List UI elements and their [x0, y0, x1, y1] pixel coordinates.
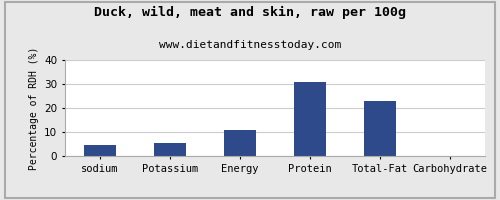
Bar: [364, 101, 396, 156]
Bar: [84, 145, 116, 156]
Bar: [154, 143, 186, 156]
Bar: [224, 130, 256, 156]
Text: Duck, wild, meat and skin, raw per 100g: Duck, wild, meat and skin, raw per 100g: [94, 6, 406, 19]
Bar: [294, 82, 326, 156]
Y-axis label: Percentage of RDH (%): Percentage of RDH (%): [28, 46, 38, 170]
Text: www.dietandfitnesstoday.com: www.dietandfitnesstoday.com: [159, 40, 341, 50]
